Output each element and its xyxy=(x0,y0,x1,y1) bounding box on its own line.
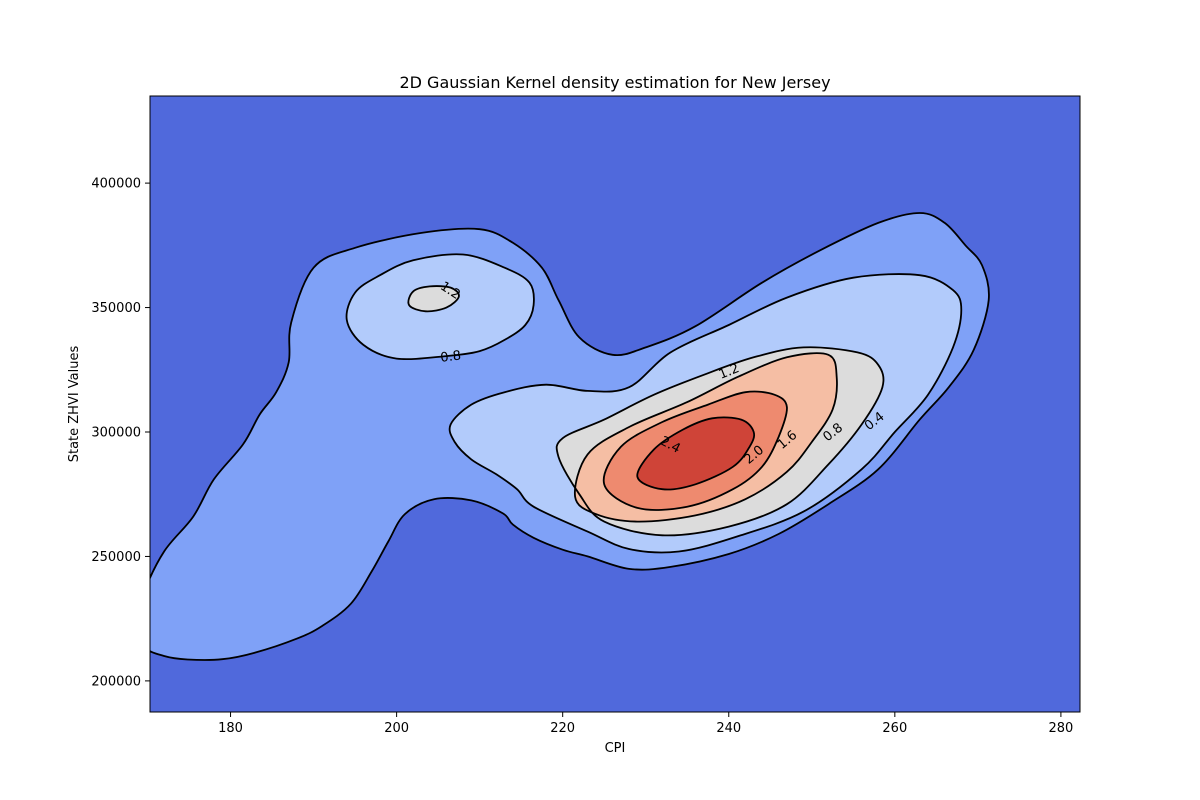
contour-line-0.8-1 xyxy=(448,273,963,554)
contour-line-1.2-1 xyxy=(555,346,885,537)
x-tick-label-260: 260 xyxy=(882,721,907,736)
x-tick-label-200: 200 xyxy=(384,721,409,736)
contour-line-2-0 xyxy=(602,390,788,511)
x-axis-label: CPI xyxy=(605,741,626,756)
x-tick-label-220: 220 xyxy=(550,721,575,736)
contour-line-0.4-0 xyxy=(150,212,990,661)
density-contour-lines xyxy=(150,212,990,661)
contour-line-0.8-0 xyxy=(345,253,535,361)
contour-line-1.6-0 xyxy=(573,352,838,523)
contour-labels: 0.40.80.81.21.21.62.02.4 xyxy=(437,279,887,468)
contour-line-2.4-0 xyxy=(636,416,756,491)
y-tick-label-200000: 200000 xyxy=(91,674,141,689)
contour-line-1.2-0 xyxy=(407,285,460,313)
x-tick-label-180: 180 xyxy=(218,721,243,736)
y-axis-label: State ZHVI Values xyxy=(67,345,82,462)
contour-label-4: 1.2 xyxy=(717,361,742,383)
x-axis: 180 200 220 240 260 280 xyxy=(218,712,1073,736)
contour-label-text-2: 0.8 xyxy=(440,348,462,365)
x-tick-label-280: 280 xyxy=(1048,721,1073,736)
x-tick-label-240: 240 xyxy=(716,721,741,736)
y-tick-label-300000: 300000 xyxy=(91,426,141,441)
chart-title: 2D Gaussian Kernel density estimation fo… xyxy=(399,73,830,92)
plot-frame xyxy=(149,95,1081,713)
contour-label-text-4: 1.2 xyxy=(717,361,742,383)
y-tick-label-400000: 400000 xyxy=(91,177,141,192)
density-fills xyxy=(150,213,989,660)
y-tick-label-250000: 250000 xyxy=(91,550,141,565)
y-tick-label-350000: 350000 xyxy=(91,301,141,316)
y-axis: 200000 250000 300000 350000 400000 xyxy=(91,177,150,689)
density-region-1.2-0 xyxy=(408,286,459,312)
contour-label-2: 0.8 xyxy=(440,348,462,365)
